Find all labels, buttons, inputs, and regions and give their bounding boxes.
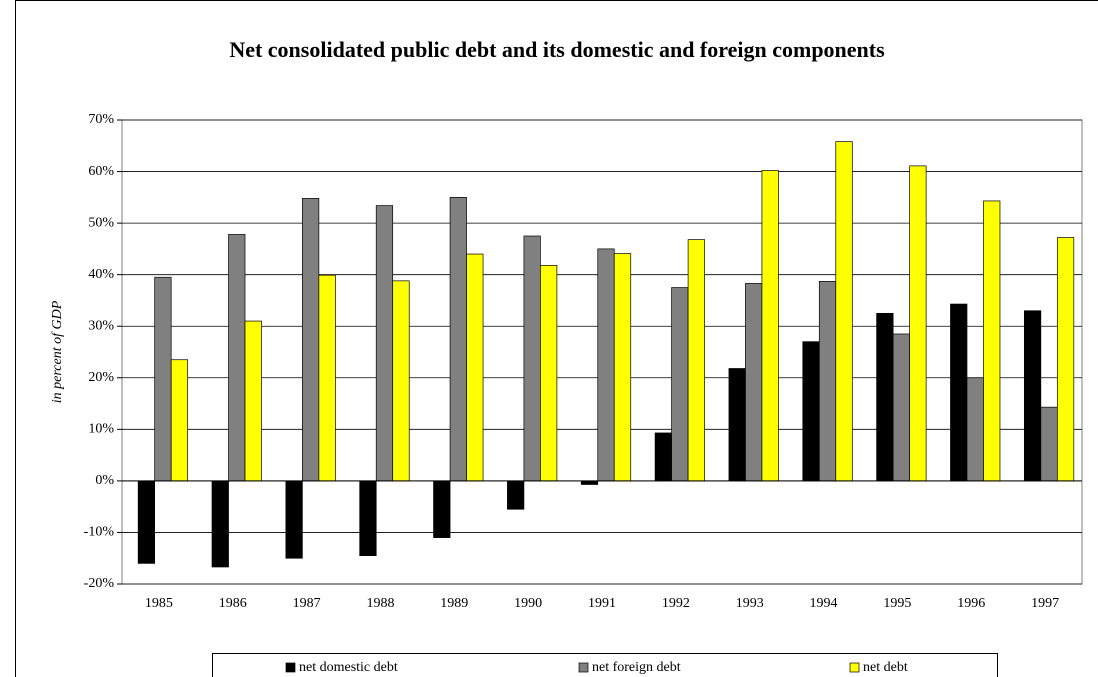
legend-label: net debt <box>863 660 908 675</box>
bar <box>613 253 632 482</box>
y-tick-label: 50% <box>88 215 114 230</box>
x-tick-label: 1996 <box>957 596 985 611</box>
bar <box>835 141 853 482</box>
x-tick-label: 1985 <box>145 596 173 611</box>
x-tick-label: 1993 <box>736 596 764 611</box>
y-tick-label: -10% <box>84 525 115 540</box>
bar <box>687 239 705 482</box>
bar <box>392 280 410 482</box>
bar <box>170 359 189 482</box>
bar <box>983 200 1001 482</box>
bar <box>745 283 763 482</box>
legend-box <box>212 653 998 677</box>
y-tick-label: -20% <box>84 576 115 591</box>
bar <box>802 341 820 482</box>
x-tick-label: 1994 <box>810 596 838 611</box>
chart-frame <box>15 0 1098 677</box>
bar <box>154 276 172 482</box>
bar <box>909 165 927 482</box>
bar <box>507 480 525 510</box>
bar <box>761 170 779 482</box>
bar <box>318 274 336 482</box>
chart-title: Net consolidated public debt and its dom… <box>229 37 885 62</box>
bar <box>1056 237 1075 482</box>
bar <box>892 333 910 482</box>
x-tick-label: 1995 <box>883 596 911 611</box>
bar <box>359 480 377 556</box>
x-tick-label: 1987 <box>293 596 321 611</box>
bar <box>597 248 615 482</box>
bar <box>966 377 984 482</box>
bar <box>302 198 320 482</box>
bar <box>950 303 968 482</box>
x-tick-label: 1990 <box>514 596 542 611</box>
bar <box>449 196 467 482</box>
legend-swatch <box>285 662 296 673</box>
bar <box>466 253 484 482</box>
bar <box>137 480 156 564</box>
legend-label: net foreign debt <box>592 660 681 675</box>
x-tick-label: 1992 <box>662 596 690 611</box>
bar <box>375 205 394 482</box>
bar <box>654 432 672 482</box>
legend-swatch <box>849 662 860 673</box>
x-tick-label: 1991 <box>588 596 616 611</box>
x-tick-label: 1989 <box>440 596 468 611</box>
y-tick-label: 60% <box>88 164 114 179</box>
y-tick-label: 20% <box>88 370 114 385</box>
bar <box>580 480 599 485</box>
x-tick-label: 1986 <box>219 596 247 611</box>
bar <box>728 368 746 482</box>
bar <box>671 287 689 482</box>
bar <box>433 480 451 538</box>
y-tick-label: 30% <box>88 318 114 333</box>
bar <box>818 281 837 482</box>
bar <box>244 320 262 482</box>
bar <box>285 480 303 559</box>
legend-label: net domestic debt <box>299 660 398 675</box>
bar <box>523 235 541 482</box>
bar <box>1040 406 1058 482</box>
y-axis-label: in percent of GDP <box>50 300 65 403</box>
bar <box>211 480 229 568</box>
y-tick-label: 70% <box>88 112 114 127</box>
bar <box>540 265 558 482</box>
y-tick-label: 0% <box>95 473 114 488</box>
bar <box>876 312 894 482</box>
legend-swatch <box>578 662 589 673</box>
bar <box>1023 310 1042 482</box>
bar <box>228 234 246 482</box>
y-tick-label: 10% <box>88 422 114 437</box>
x-tick-label: 1988 <box>366 596 394 611</box>
y-tick-label: 40% <box>88 267 114 282</box>
x-tick-label: 1997 <box>1031 596 1059 611</box>
